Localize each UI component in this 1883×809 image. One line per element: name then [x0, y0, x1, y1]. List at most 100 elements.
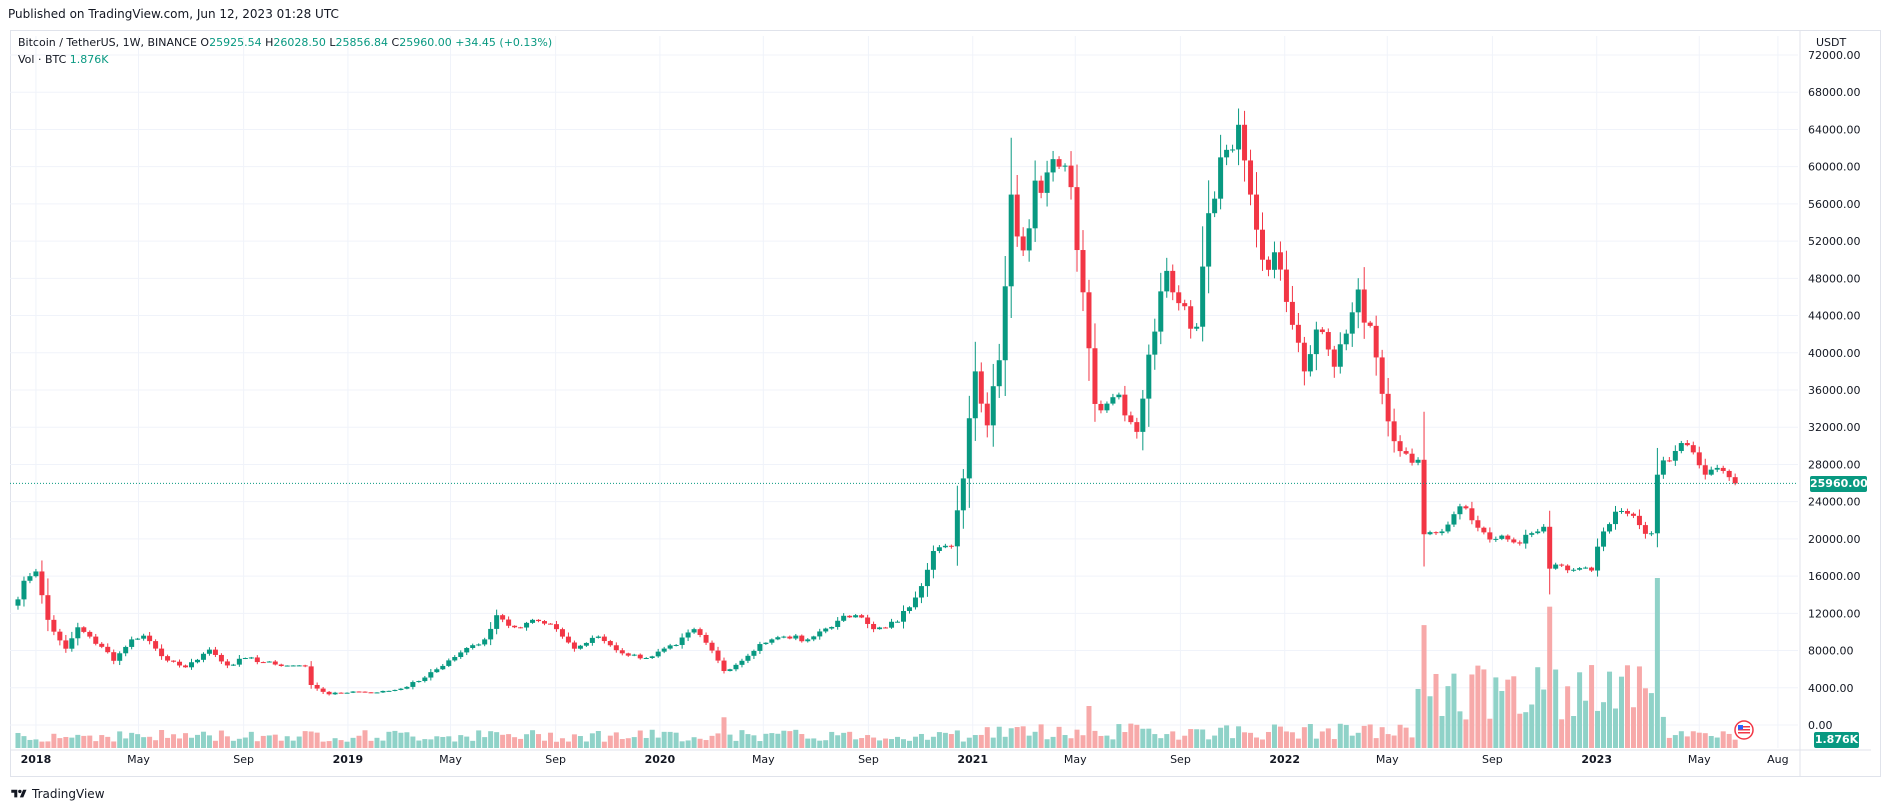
candle-body — [691, 629, 697, 633]
volume-bar — [69, 737, 75, 748]
candle-body — [853, 615, 859, 618]
candle-body — [332, 692, 338, 695]
volume-bar — [751, 735, 757, 748]
volume-bar — [643, 737, 649, 748]
volume-bar — [1678, 731, 1684, 748]
y-tick-label: 56000.00 — [1808, 198, 1861, 211]
volume-bar — [398, 732, 404, 748]
candle-body — [284, 665, 290, 667]
open-key: O — [200, 36, 210, 49]
volume-bar — [165, 737, 171, 748]
volume-bar — [936, 732, 942, 748]
candle-body — [1283, 269, 1289, 302]
symbol-label[interactable]: Bitcoin / TetherUS, 1W, BINANCE — [18, 36, 197, 49]
volume-bar — [1098, 735, 1104, 748]
candle-body — [1092, 348, 1098, 404]
candle-body — [942, 545, 948, 548]
volume-bar — [1044, 739, 1050, 748]
volume-bar — [679, 741, 685, 748]
candle-body — [1529, 533, 1535, 535]
candle-body — [1481, 527, 1487, 533]
candle-body — [721, 660, 727, 672]
volume-bar — [1660, 716, 1666, 748]
candle-body — [1624, 510, 1630, 514]
candle-body — [960, 478, 966, 511]
y-tick-label: 60000.00 — [1808, 161, 1861, 174]
candle-body — [1487, 532, 1493, 540]
candle-body — [296, 665, 302, 667]
volume-bar — [51, 733, 57, 748]
volume-bar — [1224, 725, 1230, 748]
candle-body — [236, 658, 242, 665]
candle-body — [272, 661, 278, 665]
candle-body — [1277, 252, 1283, 270]
candle-body — [1313, 329, 1319, 355]
candle-body — [631, 654, 637, 656]
candle-body — [542, 621, 548, 624]
candle-body — [1475, 520, 1481, 528]
candle-body — [1427, 532, 1433, 535]
volume-bar — [308, 731, 314, 748]
candle-body — [386, 690, 392, 692]
high-key: H — [265, 36, 274, 49]
volume-bar — [1110, 739, 1116, 748]
us-flag-icon[interactable] — [1734, 720, 1754, 740]
y-tick-label: 68000.00 — [1808, 86, 1861, 99]
candle-body — [1415, 459, 1421, 463]
volume-bar — [500, 734, 506, 748]
volume-bar — [1242, 732, 1248, 748]
y-tick-label: 0.00 — [1808, 719, 1833, 732]
candle-body — [224, 661, 230, 666]
candle-body — [464, 647, 470, 653]
volume-bar — [356, 735, 362, 748]
volume-bar — [362, 730, 368, 748]
candle-body — [829, 626, 835, 629]
candle-body — [1654, 474, 1660, 534]
candle-body — [1242, 124, 1248, 161]
candle-body — [547, 623, 553, 625]
volume-bar — [1265, 731, 1271, 748]
candle-body — [1032, 180, 1038, 229]
volume-bar — [1720, 731, 1726, 748]
y-tick-label: 52000.00 — [1808, 235, 1861, 248]
candle-body — [356, 691, 362, 693]
candle-body — [1301, 342, 1307, 372]
volume-bar — [1666, 737, 1672, 748]
volume-bar — [1732, 739, 1738, 748]
volume-bar — [1529, 704, 1535, 748]
candle-body — [1188, 306, 1194, 329]
y-tick-label: 28000.00 — [1808, 458, 1861, 471]
volume-bar — [1116, 724, 1122, 748]
volume-bar — [565, 741, 571, 748]
candle-body — [1014, 194, 1020, 237]
candle-body — [619, 650, 625, 654]
volume-bar — [1535, 667, 1541, 748]
candle-body — [1355, 289, 1361, 313]
candle-body — [117, 653, 123, 661]
candle-body — [1720, 467, 1726, 471]
candle-body — [727, 669, 733, 672]
volume-bar — [1373, 738, 1379, 748]
volume-bar — [1295, 738, 1301, 748]
volume-bar — [1415, 688, 1421, 748]
candle-body — [362, 691, 368, 693]
volume-bar — [1630, 707, 1636, 748]
volume-bar — [847, 731, 853, 748]
candle-body — [589, 637, 595, 643]
candle-body — [536, 619, 542, 622]
volume-label[interactable]: Vol · BTC — [18, 53, 67, 66]
candle-body — [254, 657, 260, 663]
candle-body — [470, 645, 476, 648]
y-tick-label: 48000.00 — [1808, 272, 1861, 285]
volume-bar — [1086, 706, 1092, 748]
candle-body — [1020, 236, 1026, 251]
brand-name: TradingView — [32, 787, 105, 801]
volume-bar — [1218, 727, 1224, 748]
y-tick-label: 12000.00 — [1808, 607, 1861, 620]
candle-body — [1248, 160, 1254, 195]
volume-bar — [1032, 731, 1038, 748]
volume-bar — [1379, 727, 1385, 748]
volume-bar — [194, 734, 200, 748]
volume-bar — [350, 737, 356, 748]
